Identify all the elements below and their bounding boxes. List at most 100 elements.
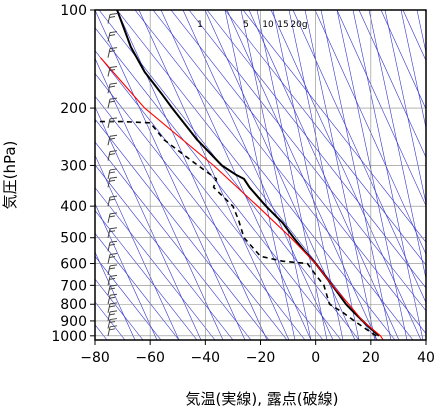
wind-barb bbox=[107, 302, 118, 313]
barb-staff bbox=[107, 303, 111, 313]
barb-flag bbox=[109, 85, 116, 88]
x-axis-title: 気温(実線), 露点(破線) bbox=[186, 390, 339, 408]
adiabat-line bbox=[314, 10, 426, 255]
barb-staff bbox=[107, 32, 111, 42]
barb-flag bbox=[109, 215, 116, 218]
x-tick-label: −20 bbox=[246, 350, 276, 366]
barb-flag bbox=[109, 153, 116, 156]
barb-staff bbox=[107, 48, 111, 58]
barb-staff bbox=[107, 311, 111, 322]
wind-barb bbox=[107, 134, 118, 146]
barb-flag bbox=[109, 69, 116, 71]
y-tick-label: 1000 bbox=[51, 329, 87, 345]
barb-flag bbox=[109, 256, 116, 259]
barb-staff bbox=[107, 84, 111, 94]
barb-flag bbox=[109, 302, 118, 305]
wind-barb bbox=[107, 97, 118, 109]
isotherm-line bbox=[242, 10, 426, 243]
barb-staff bbox=[107, 265, 111, 275]
isotherm-line bbox=[95, 164, 234, 340]
barb-flag bbox=[109, 310, 118, 313]
mixing-ratio-line bbox=[400, 10, 426, 130]
barb-flag bbox=[109, 240, 118, 243]
isotherm-line bbox=[95, 278, 144, 340]
adiabat-line bbox=[270, 10, 422, 340]
temperature-line bbox=[116, 10, 380, 337]
barb-flag bbox=[109, 66, 118, 69]
adiabat-line bbox=[116, 10, 268, 340]
wind-barb bbox=[107, 66, 118, 77]
barb-staff bbox=[107, 98, 111, 109]
barb-staff bbox=[107, 118, 111, 128]
y-tick-label: 600 bbox=[60, 257, 87, 273]
y-tick-label: 300 bbox=[60, 158, 87, 174]
wind-barb bbox=[107, 274, 118, 286]
y-tick-label: 100 bbox=[60, 3, 87, 19]
isotherm-line bbox=[95, 187, 216, 340]
barb-flag bbox=[109, 212, 118, 215]
x-tick-label: 40 bbox=[417, 350, 435, 366]
adiabat-line bbox=[380, 10, 426, 110]
wind-barb bbox=[107, 176, 118, 188]
x-axis: −80 −60 −40 −20 0 20 40 bbox=[80, 340, 435, 366]
mixing-ratio-line bbox=[336, 10, 408, 340]
x-tick-label: −80 bbox=[80, 350, 110, 366]
mixing-ratio-label: 10 bbox=[262, 20, 274, 30]
barb-flag bbox=[109, 277, 116, 280]
wind-barb bbox=[107, 310, 118, 322]
x-tick-label: −40 bbox=[191, 350, 221, 366]
adiabat-line bbox=[95, 251, 136, 340]
barb-flag bbox=[109, 137, 116, 140]
barb-staff bbox=[107, 228, 111, 238]
barb-flag bbox=[109, 171, 116, 174]
adiabat-line bbox=[204, 10, 356, 340]
barb-flag bbox=[109, 82, 118, 85]
barb-staff bbox=[107, 178, 111, 188]
barb-staff bbox=[107, 319, 111, 329]
adiabat-line bbox=[95, 10, 246, 340]
barb-flag bbox=[109, 198, 116, 201]
x-tick-label: −60 bbox=[135, 350, 165, 366]
series-layer bbox=[95, 10, 384, 340]
wind-barb bbox=[107, 47, 118, 58]
wind-barb bbox=[107, 227, 118, 238]
isotherm-line bbox=[95, 232, 180, 340]
y-tick-label: 400 bbox=[60, 199, 87, 215]
barb-staff bbox=[107, 326, 111, 336]
barb-flag bbox=[109, 47, 118, 50]
barb-flag bbox=[109, 325, 118, 328]
mixing-ratio-line bbox=[272, 10, 344, 340]
wind-barb bbox=[107, 212, 118, 223]
barb-flag bbox=[109, 50, 116, 53]
isotherm-line bbox=[170, 10, 426, 335]
x-tick-label: 0 bbox=[311, 350, 320, 366]
wind-barb bbox=[107, 82, 118, 94]
y-tick-label: 800 bbox=[60, 297, 87, 313]
barb-flag bbox=[109, 179, 116, 182]
barb-flag bbox=[109, 253, 118, 256]
isotherm-line bbox=[95, 255, 162, 340]
barb-flag bbox=[109, 321, 116, 324]
barb-staff bbox=[107, 254, 111, 264]
mixing-ratio-line bbox=[224, 10, 296, 340]
wind-barb bbox=[107, 195, 118, 207]
barb-flag bbox=[109, 31, 118, 34]
mixing-ratio-label: 1 bbox=[197, 20, 203, 30]
x-tick-label: 20 bbox=[362, 350, 380, 366]
barb-flag bbox=[109, 305, 116, 308]
barb-flag bbox=[109, 134, 118, 137]
barb-flag bbox=[109, 313, 116, 316]
adiabat-line bbox=[358, 10, 426, 159]
isotherm-line bbox=[206, 10, 426, 289]
barb-flag bbox=[109, 284, 118, 287]
barb-flag bbox=[109, 328, 116, 331]
isotherm-line bbox=[224, 10, 426, 266]
adiabat-line bbox=[182, 10, 334, 340]
wind-barb bbox=[107, 253, 118, 264]
barb-staff bbox=[107, 136, 111, 146]
isotherm-line bbox=[95, 118, 270, 340]
mixing-ratio-label: 5 bbox=[243, 20, 249, 30]
barb-flag bbox=[109, 230, 116, 233]
adiabat-line bbox=[95, 57, 224, 340]
